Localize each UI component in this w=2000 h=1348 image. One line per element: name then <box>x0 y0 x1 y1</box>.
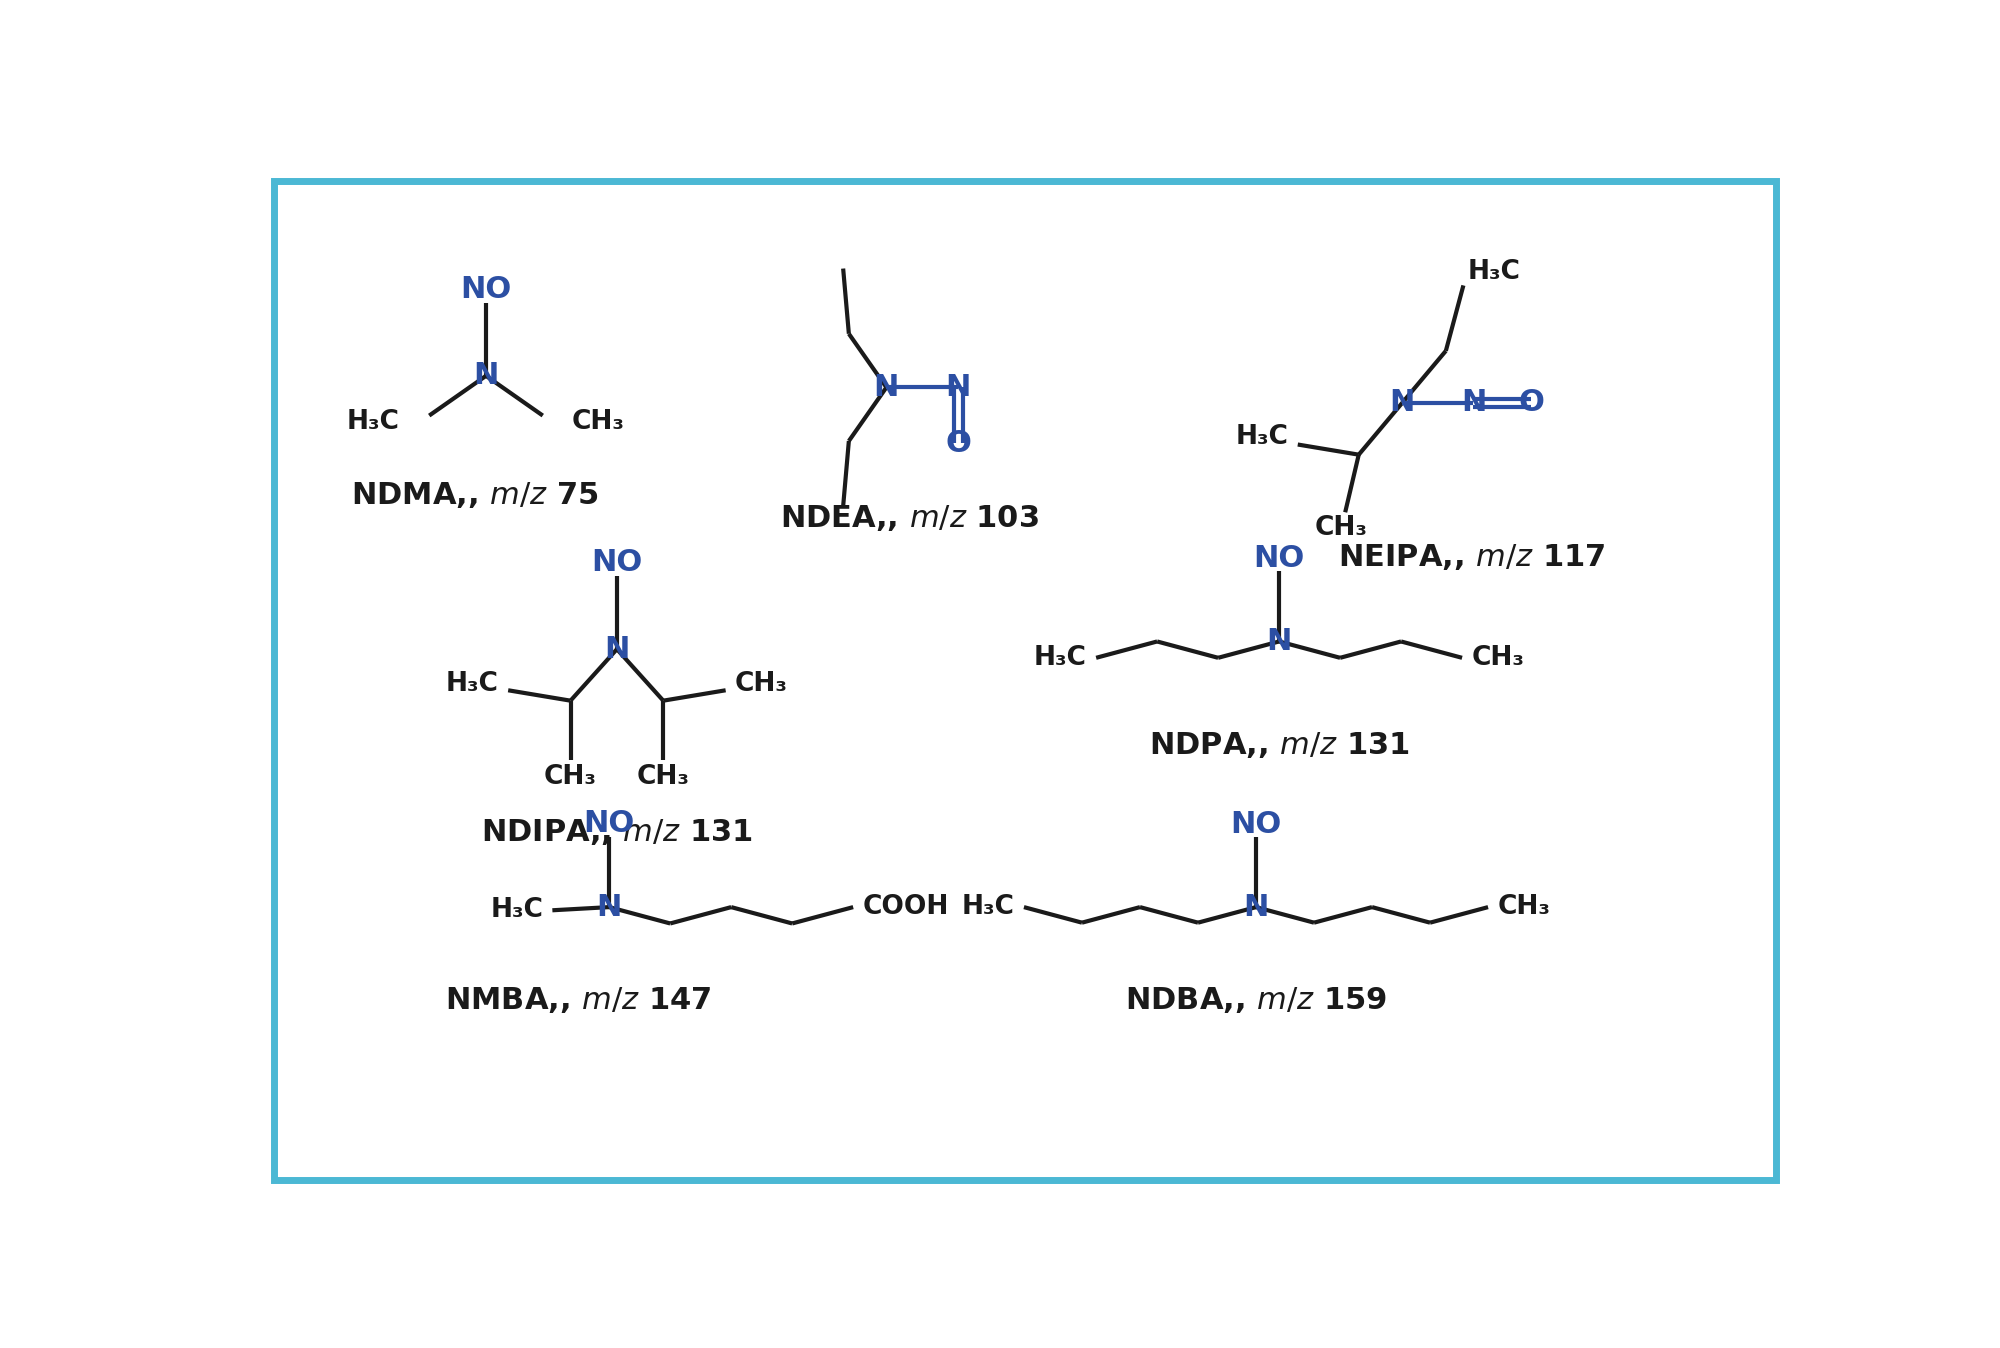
Text: NO: NO <box>584 809 634 838</box>
Text: NO: NO <box>1254 543 1304 573</box>
Text: NDIPA,, $\it{m/z}$ 131: NDIPA,, $\it{m/z}$ 131 <box>480 817 752 847</box>
Text: N: N <box>1390 388 1414 418</box>
Text: NDPA,, $\it{m/z}$ 131: NDPA,, $\it{m/z}$ 131 <box>1148 731 1410 760</box>
Text: CH₃: CH₃ <box>734 671 788 697</box>
Text: H₃C: H₃C <box>446 671 498 697</box>
Text: N: N <box>474 361 498 391</box>
Text: NO: NO <box>592 549 642 577</box>
Text: NO: NO <box>1230 810 1282 838</box>
Text: N: N <box>874 373 900 402</box>
Text: NEIPA,, $\it{m/z}$ 117: NEIPA,, $\it{m/z}$ 117 <box>1338 542 1606 572</box>
Text: N: N <box>596 892 622 922</box>
Text: H₃C: H₃C <box>1034 644 1086 671</box>
Text: NDBA,, $\it{m/z}$ 159: NDBA,, $\it{m/z}$ 159 <box>1126 984 1386 1015</box>
Text: N: N <box>1460 388 1486 418</box>
Text: N: N <box>1244 892 1268 922</box>
Text: NMBA,, $\it{m/z}$ 147: NMBA,, $\it{m/z}$ 147 <box>446 984 712 1015</box>
Text: N: N <box>946 373 972 402</box>
Text: CH₃: CH₃ <box>572 408 624 434</box>
Text: CH₃: CH₃ <box>636 763 690 790</box>
Text: CH₃: CH₃ <box>544 763 596 790</box>
Text: H₃C: H₃C <box>962 894 1014 921</box>
Text: O: O <box>1518 388 1544 418</box>
Text: H₃C: H₃C <box>490 898 544 923</box>
Text: O: O <box>946 429 972 457</box>
Text: N: N <box>604 635 630 663</box>
Text: N: N <box>1266 627 1292 656</box>
Text: CH₃: CH₃ <box>1314 515 1368 541</box>
Text: H₃C: H₃C <box>348 408 400 434</box>
Text: NO: NO <box>460 275 512 305</box>
Text: CH₃: CH₃ <box>1498 894 1550 921</box>
Text: H₃C: H₃C <box>1236 423 1288 450</box>
Text: NDEA,, $\it{m/z}$ 103: NDEA,, $\it{m/z}$ 103 <box>780 503 1038 534</box>
Text: COOH: COOH <box>862 894 948 921</box>
Text: CH₃: CH₃ <box>1472 644 1524 671</box>
Text: H₃C: H₃C <box>1468 259 1520 284</box>
Text: NDMA,, $\it{m/z}$ 75: NDMA,, $\it{m/z}$ 75 <box>350 480 598 510</box>
